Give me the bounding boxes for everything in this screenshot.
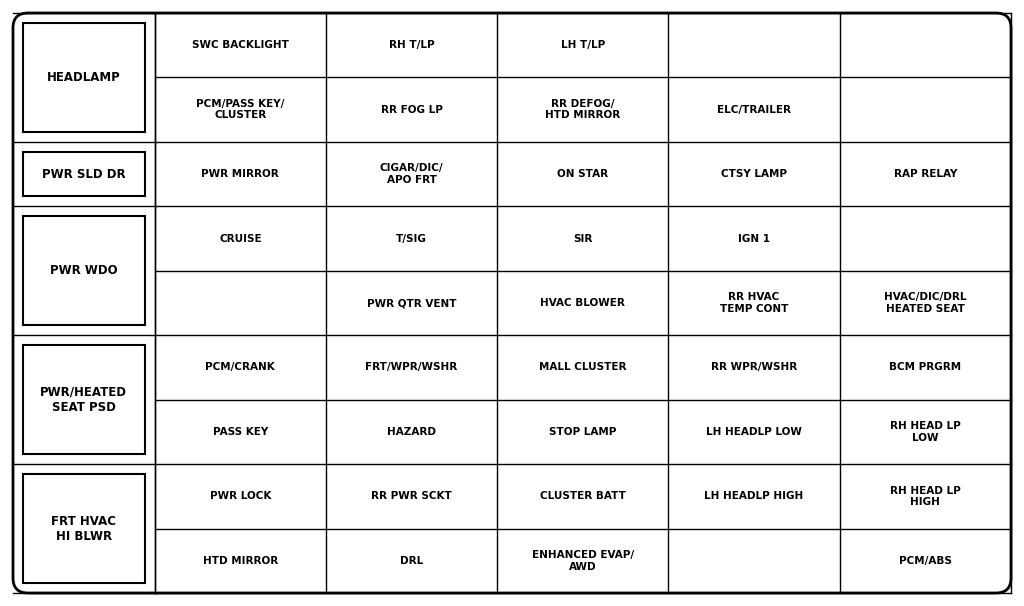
Text: PWR SLD DR: PWR SLD DR xyxy=(42,168,126,181)
Text: FRT/WPR/WSHR: FRT/WPR/WSHR xyxy=(366,362,458,373)
Text: PCM/CRANK: PCM/CRANK xyxy=(206,362,275,373)
Text: RH T/LP: RH T/LP xyxy=(389,40,434,50)
Text: RR WPR/WSHR: RR WPR/WSHR xyxy=(711,362,798,373)
Text: T/SIG: T/SIG xyxy=(396,233,427,244)
Text: HVAC/DIC/DRL
HEATED SEAT: HVAC/DIC/DRL HEATED SEAT xyxy=(884,292,967,314)
Bar xyxy=(23,216,144,325)
Text: CLUSTER BATT: CLUSTER BATT xyxy=(540,491,626,501)
Text: RR HVAC
TEMP CONT: RR HVAC TEMP CONT xyxy=(720,292,788,314)
Text: STOP LAMP: STOP LAMP xyxy=(549,427,616,437)
Text: LH T/LP: LH T/LP xyxy=(561,40,605,50)
Text: HVAC BLOWER: HVAC BLOWER xyxy=(541,298,626,308)
Text: DRL: DRL xyxy=(400,556,423,566)
Text: BCM PRGRM: BCM PRGRM xyxy=(889,362,962,373)
Text: PWR QTR VENT: PWR QTR VENT xyxy=(367,298,457,308)
Text: CRUISE: CRUISE xyxy=(219,233,262,244)
Text: IGN 1: IGN 1 xyxy=(738,233,770,244)
FancyBboxPatch shape xyxy=(13,13,1011,593)
Text: RR DEFOG/
HTD MIRROR: RR DEFOG/ HTD MIRROR xyxy=(545,99,621,121)
Text: LH HEADLP LOW: LH HEADLP LOW xyxy=(707,427,802,437)
Text: ELC/TRAILER: ELC/TRAILER xyxy=(717,105,792,115)
Text: MALL CLUSTER: MALL CLUSTER xyxy=(539,362,627,373)
Text: HAZARD: HAZARD xyxy=(387,427,436,437)
Bar xyxy=(23,23,144,132)
Bar xyxy=(23,474,144,583)
Text: PWR MIRROR: PWR MIRROR xyxy=(202,169,280,179)
Text: PWR WDO: PWR WDO xyxy=(50,264,118,278)
Bar xyxy=(23,345,144,454)
Text: ENHANCED EVAP/
AWD: ENHANCED EVAP/ AWD xyxy=(531,550,634,571)
Text: LH HEADLP HIGH: LH HEADLP HIGH xyxy=(705,491,804,501)
Text: SWC BACKLIGHT: SWC BACKLIGHT xyxy=(191,40,289,50)
Text: PCM/PASS KEY/
CLUSTER: PCM/PASS KEY/ CLUSTER xyxy=(197,99,285,121)
Bar xyxy=(23,152,144,196)
Text: PWR/HEATED
SEAT PSD: PWR/HEATED SEAT PSD xyxy=(40,385,127,414)
Text: HTD MIRROR: HTD MIRROR xyxy=(203,556,278,566)
Text: RH HEAD LP
HIGH: RH HEAD LP HIGH xyxy=(890,485,961,507)
Text: PWR LOCK: PWR LOCK xyxy=(210,491,271,501)
Text: RAP RELAY: RAP RELAY xyxy=(894,169,957,179)
Text: FRT HVAC
HI BLWR: FRT HVAC HI BLWR xyxy=(51,514,117,542)
Text: HEADLAMP: HEADLAMP xyxy=(47,71,121,84)
Text: RH HEAD LP
LOW: RH HEAD LP LOW xyxy=(890,421,961,443)
Text: CIGAR/DIC/
APO FRT: CIGAR/DIC/ APO FRT xyxy=(380,163,443,185)
Text: SIR: SIR xyxy=(573,233,593,244)
Text: CTSY LAMP: CTSY LAMP xyxy=(721,169,787,179)
Text: RR FOG LP: RR FOG LP xyxy=(381,105,442,115)
Text: RR PWR SCKT: RR PWR SCKT xyxy=(372,491,452,501)
Text: PCM/ABS: PCM/ABS xyxy=(899,556,952,566)
Text: PASS KEY: PASS KEY xyxy=(213,427,268,437)
Text: ON STAR: ON STAR xyxy=(557,169,608,179)
